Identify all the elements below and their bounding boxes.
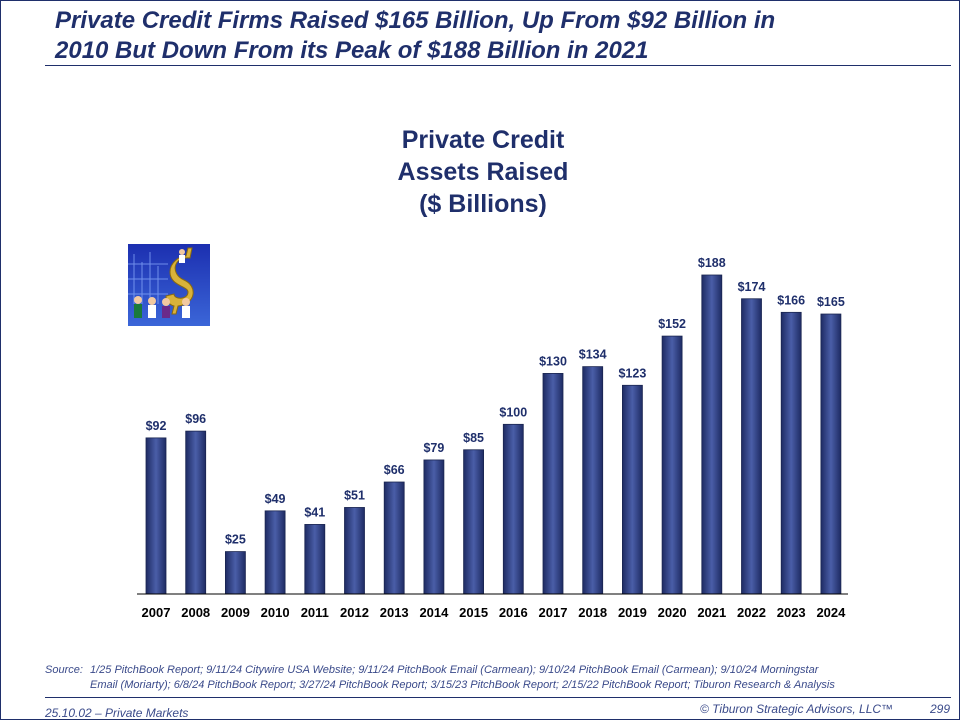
x-tick-label-2024: 2024 [816, 605, 846, 620]
bar-chart: $92 2007 $96 2008 $25 2009 $49 2010 $41 2011 $51 20… [137, 256, 848, 620]
bar-2020 [661, 335, 683, 595]
bar-2023 [780, 311, 802, 595]
bar-2015 [463, 449, 485, 595]
footer-copyright: © Tiburon Strategic Advisors, LLC™ [700, 702, 894, 716]
x-tick-label-2023: 2023 [777, 605, 806, 620]
data-label-2012: $51 [344, 488, 365, 502]
data-label-2015: $85 [463, 431, 484, 445]
bar-2016 [502, 423, 524, 595]
bar-2009 [224, 551, 246, 595]
x-tick-label-2014: 2014 [419, 605, 449, 620]
x-tick-label-2021: 2021 [697, 605, 726, 620]
x-tick-label-2011: 2011 [301, 605, 329, 620]
source-label: Source: [45, 664, 83, 676]
footer-doc-label: 25.10.02 – Private Markets [45, 706, 189, 720]
chart-title: Private Credit Assets Raised ($ Billions… [333, 124, 633, 220]
data-label-2021: $188 [698, 256, 726, 270]
chart-title-line-2: Assets Raised [397, 158, 569, 186]
chart-title-line-3: ($ Billions) [419, 190, 547, 218]
headline-line-1: Private Credit Firms Raised $165 Billion… [55, 7, 776, 34]
data-label-2011: $41 [304, 505, 325, 519]
x-tick-label-2012: 2012 [340, 605, 369, 620]
headline-line-2: 2010 But Down From its Peak of $188 Bill… [55, 37, 649, 64]
source-line-2: Email (Moriarty); 6/8/24 PitchBook Repor… [90, 679, 835, 691]
source-line-1: 1/25 PitchBook Report; 9/11/24 Citywire … [90, 664, 819, 676]
bar-2022 [741, 298, 762, 595]
data-label-2022: $174 [738, 280, 766, 294]
bar-2007 [145, 437, 167, 595]
data-label-2009: $25 [225, 533, 246, 547]
x-tick-label-2007: 2007 [142, 605, 171, 620]
data-label-2018: $134 [579, 348, 607, 362]
data-label-2020: $152 [658, 317, 686, 331]
money-businesspeople-clipart-icon [128, 244, 210, 326]
data-label-2013: $66 [384, 463, 405, 477]
footer-divider [45, 697, 951, 698]
chart-title-line-1: Private Credit [401, 126, 565, 154]
bar-2017 [542, 373, 564, 595]
x-tick-label-2016: 2016 [499, 605, 528, 620]
bar-2011 [304, 524, 326, 595]
x-tick-label-2008: 2008 [181, 605, 210, 620]
data-label-2008: $96 [185, 412, 206, 426]
headline-divider [45, 65, 951, 66]
data-label-2016: $100 [499, 405, 527, 419]
bar-2012 [344, 507, 365, 595]
x-tick-label-2009: 2009 [221, 605, 250, 620]
bar-2014 [423, 459, 445, 595]
bar-2013 [383, 481, 405, 595]
data-label-2010: $49 [265, 492, 286, 506]
data-label-2017: $130 [539, 354, 567, 368]
x-tick-label-2018: 2018 [578, 605, 607, 620]
data-label-2024: $165 [817, 295, 845, 309]
x-tick-label-2022: 2022 [737, 605, 766, 620]
bar-2019 [622, 384, 643, 595]
bar-2008 [185, 430, 207, 595]
x-tick-label-2010: 2010 [261, 605, 290, 620]
x-tick-label-2019: 2019 [618, 605, 647, 620]
slide-headline: Private Credit Firms Raised $165 Billion… [55, 6, 915, 66]
bar-2024 [820, 313, 842, 595]
x-tick-label-2017: 2017 [539, 605, 568, 620]
x-tick-label-2020: 2020 [658, 605, 687, 620]
bar-2018 [582, 366, 604, 595]
data-label-2014: $79 [423, 441, 444, 455]
bar-2010 [264, 510, 286, 595]
data-label-2007: $92 [146, 419, 167, 433]
x-tick-label-2013: 2013 [380, 605, 409, 620]
data-label-2023: $166 [777, 293, 805, 307]
data-label-2019: $123 [618, 366, 646, 380]
bar-2021 [701, 274, 723, 595]
page-number: 299 [930, 702, 951, 716]
x-tick-label-2015: 2015 [459, 605, 488, 620]
